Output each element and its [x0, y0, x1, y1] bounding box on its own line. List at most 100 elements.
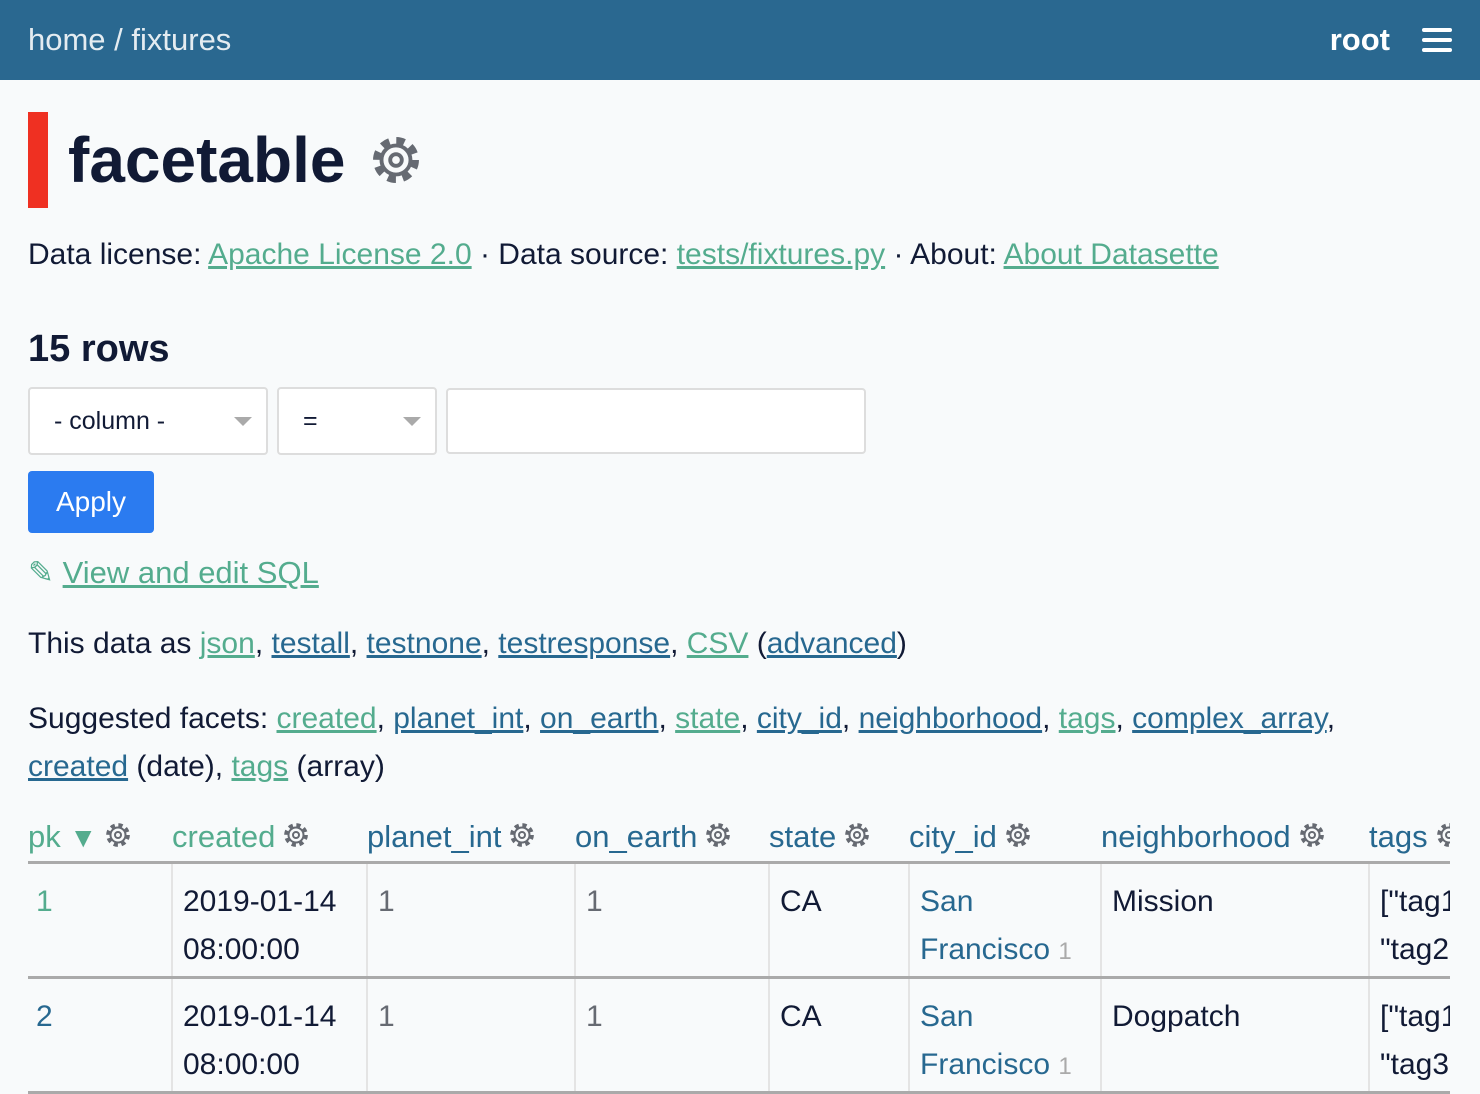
city-line1: San	[920, 1000, 974, 1033]
gear-icon[interactable]	[103, 820, 133, 850]
gear-icon[interactable]	[1434, 820, 1450, 850]
user-name: root	[1329, 22, 1390, 57]
gear-icon[interactable]	[367, 131, 425, 189]
col-planet-int: planet_int	[367, 819, 575, 864]
license-label: Data license:	[28, 238, 209, 271]
export-testnone[interactable]: testnone	[366, 627, 482, 660]
col-on-earth-link[interactable]: on_earth	[575, 819, 698, 854]
accent-bar	[28, 112, 48, 208]
cell-state: CA	[768, 977, 909, 1094]
export-testresponse[interactable]: testresponse	[498, 627, 671, 660]
col-neighborhood: neighborhood	[1101, 819, 1369, 864]
row-link[interactable]: 2	[36, 1000, 53, 1033]
gear-icon[interactable]	[1297, 820, 1327, 850]
operator-select-value: =	[303, 406, 318, 435]
data-table: pk ▼ created planet_int on_earth state c…	[28, 819, 1450, 1094]
col-state-link[interactable]: state	[769, 819, 837, 854]
col-planet-int-link[interactable]: planet_int	[367, 819, 502, 854]
export-json[interactable]: json	[199, 627, 255, 660]
facet-date-label: (date)	[128, 750, 215, 783]
facet-on-earth[interactable]: on_earth	[540, 702, 659, 735]
facet-tags-array[interactable]: tags	[231, 750, 289, 783]
city-line1: San	[920, 885, 974, 918]
city-link[interactable]: San Francisco	[920, 885, 1050, 966]
gear-icon[interactable]	[1003, 820, 1033, 850]
tags-line2: "tag3"]	[1380, 1048, 1450, 1081]
created-date: 2019-01-14	[183, 885, 337, 918]
breadcrumb-home[interactable]: home	[28, 22, 106, 57]
gear-icon[interactable]	[703, 820, 733, 850]
page-title: facetable	[68, 124, 346, 196]
foreign-key-id: 1	[1058, 1053, 1072, 1080]
facets-label: Suggested facets:	[28, 702, 277, 735]
col-tags-link[interactable]: tags	[1369, 819, 1428, 854]
export-advanced[interactable]: advanced	[766, 627, 897, 660]
facet-state[interactable]: state	[675, 702, 741, 735]
gear-icon[interactable]	[281, 820, 311, 850]
facet-complex-array[interactable]: complex_array	[1132, 702, 1327, 735]
apply-button[interactable]: Apply	[28, 471, 154, 533]
sort-desc-icon: ▼	[69, 822, 98, 853]
about-link[interactable]: About Datasette	[1003, 238, 1219, 271]
menu-icon[interactable]	[1422, 28, 1452, 52]
cell-neighborhood: Dogpatch	[1100, 977, 1369, 1094]
metadata: Data license: Apache License 2.0 · Data …	[28, 238, 1452, 272]
col-created-link[interactable]: created	[172, 819, 276, 854]
cell-state: CA	[768, 862, 909, 979]
cell-planet-int: 1	[366, 862, 575, 979]
cell-city-id: San Francisco 1	[908, 862, 1101, 979]
about-label: · About:	[885, 238, 1004, 271]
cell-on-earth: 1	[574, 862, 769, 979]
row-link[interactable]: 1	[36, 885, 53, 918]
view-edit-sql-link[interactable]: View and edit SQL	[62, 555, 319, 590]
tags-line2: "tag2"]	[1380, 933, 1450, 966]
facet-planet-int[interactable]: planet_int	[393, 702, 524, 735]
city-link[interactable]: San Francisco	[920, 1000, 1050, 1081]
created-date: 2019-01-14	[183, 1000, 337, 1033]
export-testall[interactable]: testall	[271, 627, 350, 660]
license-link[interactable]: Apache License 2.0	[208, 238, 472, 271]
filter-row: - column - =	[28, 387, 1452, 455]
filter-value-input[interactable]	[446, 388, 866, 454]
facet-created-date[interactable]: created	[28, 750, 129, 783]
chevron-down-icon	[234, 417, 252, 426]
col-created: created	[172, 819, 367, 864]
column-select[interactable]: - column -	[28, 387, 268, 455]
city-line2: Francisco	[920, 933, 1051, 966]
foreign-key-id: 1	[1058, 938, 1072, 965]
tags-line1: ["tag1",	[1380, 885, 1450, 918]
breadcrumb-fixtures[interactable]: fixtures	[131, 22, 232, 57]
column-select-value: - column -	[54, 406, 166, 435]
facet-tags[interactable]: tags	[1058, 702, 1116, 735]
cell-neighborhood: Mission	[1100, 862, 1369, 979]
operator-select[interactable]: =	[277, 387, 437, 455]
facet-city-id[interactable]: city_id	[756, 702, 842, 735]
chevron-down-icon	[403, 417, 421, 426]
cell-pk: 1	[28, 862, 172, 979]
cell-created: 2019-01-14 08:00:00	[171, 862, 367, 979]
tags-line1: ["tag1",	[1380, 1000, 1450, 1033]
col-city-id-link[interactable]: city_id	[909, 819, 997, 854]
gear-icon[interactable]	[842, 820, 872, 850]
breadcrumb-sep: /	[105, 22, 132, 57]
table-row: 2 2019-01-14 08:00:00 1 1 CA San Francisco 1 Dog…	[28, 977, 1450, 1094]
col-pk-link[interactable]: pk	[28, 819, 61, 854]
cell-on-earth: 1	[574, 977, 769, 1094]
export-csv[interactable]: CSV	[686, 627, 749, 660]
source-link[interactable]: tests/fixtures.py	[676, 238, 886, 271]
facet-array-label: (array)	[288, 750, 385, 783]
facet-created[interactable]: created	[276, 702, 377, 735]
col-pk: pk ▼	[28, 819, 172, 864]
facet-neighborhood[interactable]: neighborhood	[858, 702, 1043, 735]
cell-tags: ["tag1", "tag2"]	[1368, 862, 1450, 979]
created-time: 08:00:00	[183, 1048, 300, 1081]
gear-icon[interactable]	[507, 820, 537, 850]
table-row: 1 2019-01-14 08:00:00 1 1 CA San Francisco 1 Mis…	[28, 862, 1450, 979]
export-links: This data as json, testall, testnone, te…	[28, 627, 907, 660]
col-tags: tags	[1369, 819, 1450, 864]
cell-pk: 2	[28, 977, 172, 1094]
export-label: This data as	[28, 627, 200, 660]
col-on-earth: on_earth	[575, 819, 769, 864]
created-time: 08:00:00	[183, 933, 300, 966]
col-neighborhood-link[interactable]: neighborhood	[1101, 819, 1291, 854]
